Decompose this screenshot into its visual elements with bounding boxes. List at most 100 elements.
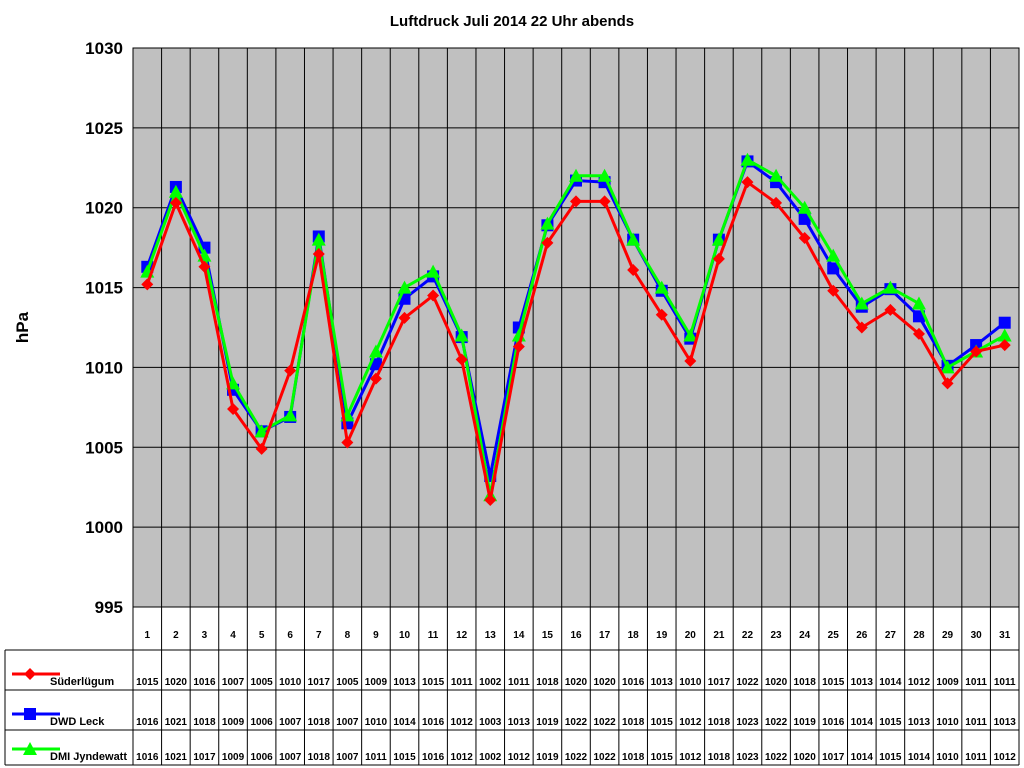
table-cell: 1011	[965, 717, 987, 728]
table-cell: 1011	[365, 752, 387, 763]
table-cell: 1018	[308, 717, 331, 728]
data-point	[797, 200, 812, 214]
y-tick-label: 995	[95, 598, 123, 617]
data-point	[827, 262, 840, 275]
table-cell: 1010	[279, 677, 302, 688]
table-cell: 1009	[222, 717, 245, 728]
data-point	[627, 264, 640, 277]
x-category-label: 7	[316, 630, 322, 641]
table-cell: 1012	[451, 717, 474, 728]
table-cell: 1014	[851, 752, 874, 763]
data-point	[569, 168, 583, 182]
table-cell: 1013	[508, 717, 531, 728]
data-point	[455, 353, 468, 366]
y-tick-label: 1025	[85, 119, 123, 138]
x-category-label: 26	[856, 630, 868, 641]
y-tick-label: 1020	[85, 199, 123, 218]
table-cell: 1023	[736, 752, 759, 763]
data-point	[398, 311, 411, 324]
table-cell: 1015	[393, 752, 416, 763]
data-point	[169, 196, 182, 209]
x-category-label: 6	[287, 630, 293, 641]
x-category-label: 25	[828, 630, 840, 641]
table-cell: 1022	[565, 717, 588, 728]
table-cell: 1019	[794, 717, 817, 728]
x-category-label: 5	[259, 630, 265, 641]
table-cell: 1015	[422, 677, 445, 688]
data-point	[255, 442, 268, 455]
x-category-label: 23	[771, 630, 783, 641]
x-category-label: 13	[485, 630, 497, 641]
table-cell: 1012	[994, 752, 1017, 763]
table-cell: 1020	[765, 677, 788, 688]
table-cell: 1006	[250, 752, 273, 763]
data-point	[827, 284, 840, 297]
table-cell: 1016	[193, 677, 216, 688]
table-cell: 1018	[536, 677, 559, 688]
x-category-label: 4	[230, 630, 236, 641]
table-cell: 1014	[908, 752, 931, 763]
data-point	[998, 339, 1011, 352]
x-category-label: 31	[999, 630, 1011, 641]
data-point	[369, 372, 382, 385]
table-cell: 1010	[936, 717, 959, 728]
x-category-label: 2	[173, 630, 179, 641]
data-point	[798, 212, 811, 225]
data-point	[998, 316, 1011, 329]
legend-label: Süderlügum	[50, 676, 114, 688]
x-category-label: 11	[428, 630, 439, 641]
data-point	[941, 377, 954, 390]
x-category-label: 9	[373, 630, 379, 641]
legend-marker	[23, 742, 37, 755]
x-category-label: 17	[599, 630, 611, 641]
table-cell: 1019	[536, 752, 559, 763]
table-cell: 1018	[622, 717, 645, 728]
x-category-label: 19	[656, 630, 668, 641]
table-cell: 1021	[165, 752, 188, 763]
data-point	[912, 327, 925, 340]
table-cell: 1016	[622, 677, 645, 688]
data-point	[940, 360, 955, 374]
series-dmi-jyndewatt	[140, 152, 1012, 502]
table-cell: 1020	[565, 677, 588, 688]
table-cell: 1012	[679, 752, 702, 763]
data-point	[597, 168, 612, 182]
y-tick-label: 1005	[85, 438, 123, 457]
data-point	[141, 278, 154, 291]
table-cell: 1014	[393, 717, 416, 728]
table-cell: 1017	[193, 752, 216, 763]
plot-border	[132, 47, 1020, 608]
data-point	[227, 402, 240, 415]
x-category-label: 12	[456, 630, 468, 641]
x-category-label: 10	[399, 630, 411, 641]
x-category-label: 21	[713, 630, 725, 641]
x-category-label: 15	[542, 630, 554, 641]
x-category-label: 30	[971, 630, 983, 641]
data-point	[684, 355, 697, 368]
legend-marker	[24, 668, 36, 680]
chart-title: Luftdruck Juli 2014 22 Uhr abends	[390, 13, 634, 30]
table-cell: 1007	[279, 717, 302, 728]
data-point	[655, 308, 668, 321]
table-cell: 1018	[622, 752, 645, 763]
table-cell: 1007	[222, 677, 245, 688]
table-cell: 1020	[593, 677, 616, 688]
data-point	[368, 344, 383, 358]
table-cell: 1010	[936, 752, 959, 763]
data-point	[740, 152, 755, 166]
plot-area	[133, 48, 1019, 607]
table-cell: 1013	[651, 677, 674, 688]
table-cell: 1022	[736, 677, 759, 688]
data-point	[426, 264, 441, 278]
data-point	[911, 296, 926, 310]
table-cell: 1016	[422, 717, 445, 728]
table-cell: 1021	[165, 717, 188, 728]
x-category-label: 16	[570, 630, 582, 641]
table-cell: 1013	[393, 677, 416, 688]
table-cell: 1011	[451, 677, 473, 688]
data-table: 1 2 3 4 5 6 7 8 9 10 11 12 13 14 15 16 17 18 19 20 21 22 23 24 2…	[4, 607, 1020, 766]
x-category-label: 24	[799, 630, 811, 641]
table-cell: 1022	[593, 717, 616, 728]
table-cell: 1009	[222, 752, 245, 763]
y-tick-label: 1000	[85, 518, 123, 537]
